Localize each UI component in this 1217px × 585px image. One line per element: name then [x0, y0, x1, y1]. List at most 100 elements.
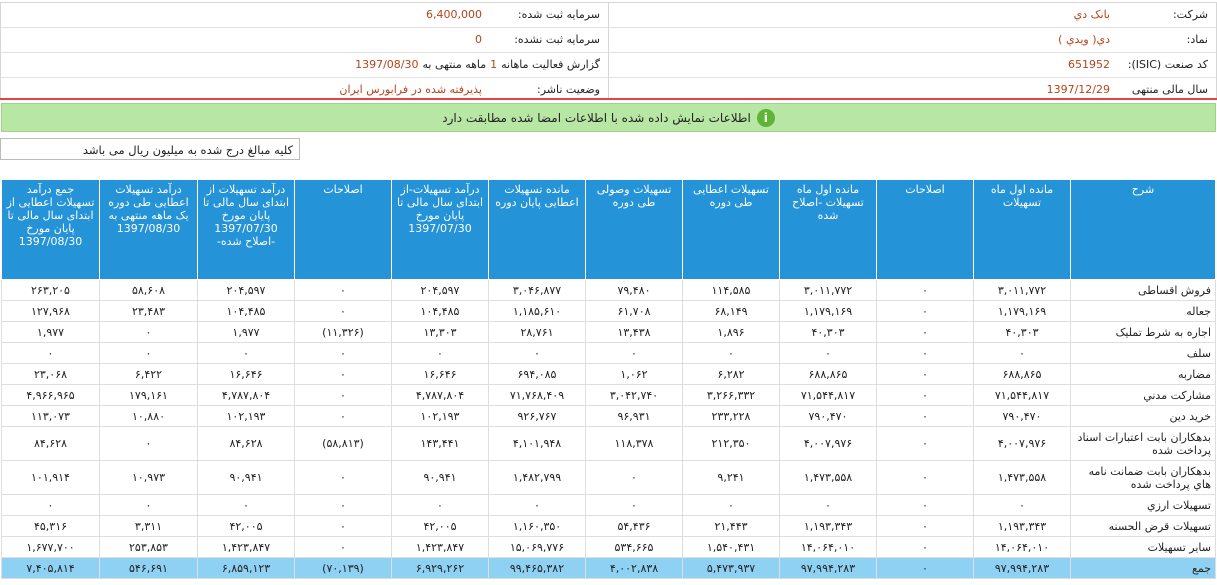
column-header: درآمد تسهیلات-از ابتدای سال مالی تا پایا…	[391, 179, 489, 280]
cell: ۰	[197, 494, 295, 516]
cell: (۵۸,۸۱۳)	[294, 426, 392, 461]
cell: ۶۸۸,۸۶۵	[973, 363, 1071, 385]
cell: ۶,۲۸۲	[682, 363, 780, 385]
cell: ۳,۳۱۱	[99, 515, 198, 537]
info-left: سرمایه ثبت شده: 6,400,000 سرمایه ثبت نشده:…	[1, 3, 608, 99]
cell: ۷۹۰,۴۷۰	[973, 405, 1071, 427]
cell: ۴۵,۳۱۶	[1, 515, 100, 537]
cell: ۲۳۳,۲۲۸	[682, 405, 780, 427]
column-header: درآمد تسهیلات اعطایی طی دوره یک ماهه منت…	[99, 179, 198, 280]
cell: ۳,۰۴۶,۸۷۷	[488, 279, 586, 301]
row-label: مضاربه	[1070, 363, 1216, 385]
cell: ۱۴,۰۶۴,۰۱۰	[779, 536, 877, 558]
cell: ۱۵,۰۶۹,۷۷۶	[488, 536, 586, 558]
cell: ۶,۹۲۹,۲۶۲	[391, 557, 489, 579]
info-label: سرمایه ثبت نشده:	[514, 33, 600, 46]
cell: ۱۶,۶۴۶	[391, 363, 489, 385]
cell: ۳,۰۱۱,۷۷۲	[779, 279, 877, 301]
info-value: 6,400,000	[426, 8, 482, 21]
cell: ۶,۸۵۹,۱۲۳	[197, 557, 295, 579]
cell: ۱۰,۸۸۰	[99, 405, 198, 427]
info-row: شرکت: بانک دي	[609, 3, 1216, 28]
cell: ۰	[585, 494, 683, 516]
column-header: اصلاحات	[876, 179, 974, 280]
cell: ۷۱,۵۴۴,۸۱۷	[779, 384, 877, 406]
cell: ۳,۲۶۶,۳۳۲	[682, 384, 780, 406]
cell: ۰	[779, 342, 877, 364]
cell: ۰	[585, 460, 683, 495]
info-value: بانک دي	[1073, 8, 1110, 21]
cell: ۰	[876, 494, 974, 516]
cell: ۱,۴۷۳,۵۵۸	[973, 460, 1071, 495]
cell: ۲۰۴,۵۹۷	[391, 279, 489, 301]
cell: ۱۰۲,۱۹۳	[391, 405, 489, 427]
cell: ۹۹,۴۶۵,۳۸۲	[488, 557, 586, 579]
cell: ۹۰,۹۴۱	[197, 460, 295, 495]
cell: ۳,۰۴۲,۷۴۰	[585, 384, 683, 406]
info-label: کد صنعت (ISIC):	[1127, 58, 1208, 71]
cell: ۰	[99, 321, 198, 343]
info-value: 1397/08/30	[355, 58, 419, 71]
cell: ۱,۴۲۳,۸۴۷	[197, 536, 295, 558]
cell: ۴۲,۰۰۵	[391, 515, 489, 537]
divider	[0, 98, 1217, 100]
cell: ۰	[99, 426, 198, 461]
info-label: نماد:	[1186, 33, 1208, 46]
column-header: مانده اول ماه تسهیلات	[973, 179, 1071, 280]
cell: ۰	[973, 494, 1071, 516]
row-label: بدهکاران بابت اعتبارات اسناد پرداخت شده	[1070, 426, 1216, 461]
cell: ۴,۰۰۷,۹۷۶	[779, 426, 877, 461]
cell: ۱۳,۳۰۳	[391, 321, 489, 343]
column-header: شرح	[1070, 179, 1216, 280]
cell: ۰	[876, 363, 974, 385]
cell: ۰	[294, 300, 392, 322]
info-value: 0	[475, 33, 482, 46]
cell: (۱۱,۳۲۶)	[294, 321, 392, 343]
cell: ۵,۴۷۳,۹۳۷	[682, 557, 780, 579]
cell: ۱,۱۹۳,۳۴۳	[973, 515, 1071, 537]
cell: ۷۹,۴۸۰	[585, 279, 683, 301]
header-row: شرح مانده اول ماه تسهیلات اصلاحات مانده اول…	[1, 179, 1216, 280]
info-row: نماد: دي( ویدي )	[609, 28, 1216, 53]
cell: ۴,۷۸۷,۸۰۴	[197, 384, 295, 406]
row-label: مشارکت مدني	[1070, 384, 1216, 406]
cell: ۲۳,۴۸۳	[99, 300, 198, 322]
cell: ۴۲,۰۰۵	[197, 515, 295, 537]
cell: ۰	[197, 342, 295, 364]
cell: ۰	[876, 384, 974, 406]
cell: ۶۱,۷۰۸	[585, 300, 683, 322]
cell: ۹۷,۹۹۴,۲۸۳	[973, 557, 1071, 579]
cell: ۰	[973, 342, 1071, 364]
cell: ۱,۶۷۷,۷۰۰	[1, 536, 100, 558]
cell: ۹۶,۹۳۱	[585, 405, 683, 427]
info-value: 1397/12/29	[1046, 83, 1110, 96]
cell: ۵۸,۶۰۸	[99, 279, 198, 301]
cell: ۷۹۰,۴۷۰	[779, 405, 877, 427]
cell: ۹۲۶,۷۶۷	[488, 405, 586, 427]
cell: ۵۴۶,۶۹۱	[99, 557, 198, 579]
cell: ۰	[876, 279, 974, 301]
row-label: تسهیلات ارزي	[1070, 494, 1216, 516]
info-value: 651952	[1068, 58, 1110, 71]
loans-table: شرح مانده اول ماه تسهیلات اصلاحات مانده اول…	[1, 179, 1216, 579]
cell: ۱۴۳,۴۴۱	[391, 426, 489, 461]
cell: ۲۱۲,۳۵۰	[682, 426, 780, 461]
cell: ۶۸۸,۸۶۵	[779, 363, 877, 385]
table-row: جعاله ۱,۱۷۹,۱۶۹ ۰ ۱,۱۷۹,۱۶۹ ۶۸,۱۴۹ ۶۱,۷۰۸ ۱,۱۸…	[1, 300, 1216, 322]
cell: ۱,۵۴۰,۴۳۱	[682, 536, 780, 558]
row-label: سایر تسهیلات	[1070, 536, 1216, 558]
table-row: خرید دین ۷۹۰,۴۷۰ ۰ ۷۹۰,۴۷۰ ۲۳۳,۲۲۸ ۹۶,۹۳۱ ۹۲۶,…	[1, 405, 1216, 427]
cell: ۶۹۴,۰۸۵	[488, 363, 586, 385]
cell: ۵۳۴,۶۶۵	[585, 536, 683, 558]
cell: ۰	[294, 384, 392, 406]
table-row: مضاربه ۶۸۸,۸۶۵ ۰ ۶۸۸,۸۶۵ ۶,۲۸۲ ۱,۰۶۲ ۶۹۴,۰۸۵ ۱۶…	[1, 363, 1216, 385]
cell: ۰	[876, 342, 974, 364]
cell: ۲۵۳,۸۵۳	[99, 536, 198, 558]
table-row: مشارکت مدني ۷۱,۵۴۴,۸۱۷ ۰ ۷۱,۵۴۴,۸۱۷ ۳,۲۶۶,۳۳…	[1, 384, 1216, 406]
cell: ۶۸,۱۴۹	[682, 300, 780, 322]
cell: ۱۷۹,۱۶۱	[99, 384, 198, 406]
cell: ۱۳,۴۳۸	[585, 321, 683, 343]
cell: ۱۶,۶۴۶	[197, 363, 295, 385]
cell: ۰	[488, 342, 586, 364]
